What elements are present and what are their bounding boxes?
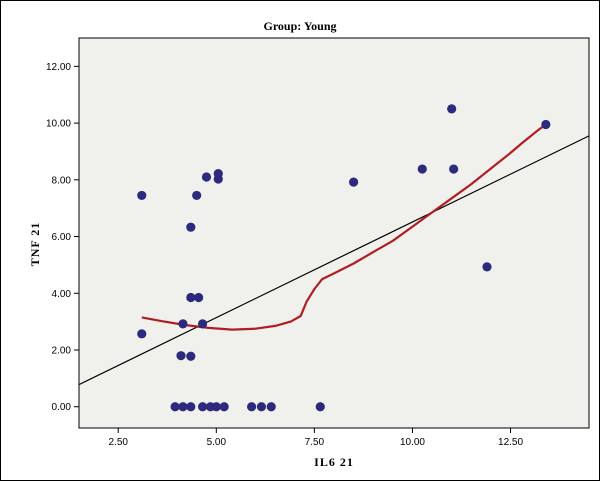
y-tick-label: 4.00 bbox=[52, 289, 72, 300]
y-tick-label: 2.00 bbox=[52, 346, 72, 357]
loess-curve bbox=[141, 123, 547, 331]
data-point bbox=[194, 292, 204, 303]
data-point bbox=[186, 292, 196, 303]
x-tick-label: 12.50 bbox=[498, 437, 523, 448]
data-point bbox=[192, 190, 202, 201]
data-point bbox=[186, 351, 196, 361]
x-tick-label: 2.50 bbox=[108, 437, 128, 448]
y-tick-label: 0.00 bbox=[52, 402, 72, 413]
data-point bbox=[213, 174, 223, 184]
data-point bbox=[447, 104, 457, 114]
plot-content bbox=[78, 104, 590, 412]
x-axis: 2.50 5.00 7.50 10.00 12.50 bbox=[108, 428, 523, 448]
data-point bbox=[201, 172, 212, 182]
y-tick-label: 8.00 bbox=[52, 175, 72, 186]
y-tick-label: 10.00 bbox=[46, 119, 71, 130]
data-point bbox=[137, 329, 147, 339]
data-point bbox=[178, 402, 188, 412]
data-point bbox=[247, 402, 257, 412]
data-point bbox=[197, 402, 208, 412]
data-point bbox=[176, 351, 186, 361]
y-tick-label: 12.00 bbox=[46, 62, 71, 73]
data-point bbox=[349, 177, 359, 187]
data-point bbox=[197, 319, 208, 329]
data-point bbox=[417, 164, 427, 174]
y-tick-label: 6.00 bbox=[52, 232, 72, 243]
chart-title: Group: Young bbox=[263, 19, 336, 33]
x-tick-label: 7.50 bbox=[305, 437, 325, 448]
data-point bbox=[266, 402, 276, 412]
data-point bbox=[211, 402, 221, 412]
plot-area bbox=[78, 37, 590, 429]
data-point bbox=[178, 319, 188, 329]
data-point bbox=[219, 402, 229, 412]
data-point bbox=[170, 402, 180, 412]
data-point bbox=[449, 164, 459, 174]
linear-fit-line bbox=[78, 135, 590, 386]
data-point bbox=[482, 262, 492, 272]
data-point bbox=[315, 402, 325, 412]
y-axis-title: TNF 21 bbox=[28, 222, 42, 267]
data-point bbox=[137, 190, 147, 201]
data-point bbox=[541, 119, 551, 130]
x-axis-title: IL6 21 bbox=[314, 455, 354, 469]
x-tick-label: 10.00 bbox=[400, 437, 425, 448]
data-point bbox=[186, 222, 196, 232]
data-point bbox=[256, 402, 267, 412]
data-point bbox=[186, 402, 196, 412]
y-axis: 0.00 2.00 4.00 6.00 8.00 10.00 12.00 bbox=[46, 62, 79, 413]
x-tick-label: 5.00 bbox=[207, 437, 227, 448]
